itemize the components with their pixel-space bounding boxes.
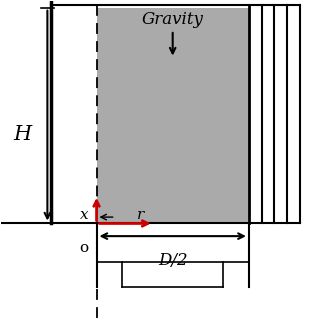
Text: x: x xyxy=(80,208,89,222)
Text: r: r xyxy=(137,208,145,222)
Text: H: H xyxy=(13,125,31,144)
Text: Gravity: Gravity xyxy=(142,11,204,28)
Bar xyxy=(97,8,249,223)
Text: o: o xyxy=(79,241,89,255)
Text: D/2: D/2 xyxy=(158,252,188,269)
